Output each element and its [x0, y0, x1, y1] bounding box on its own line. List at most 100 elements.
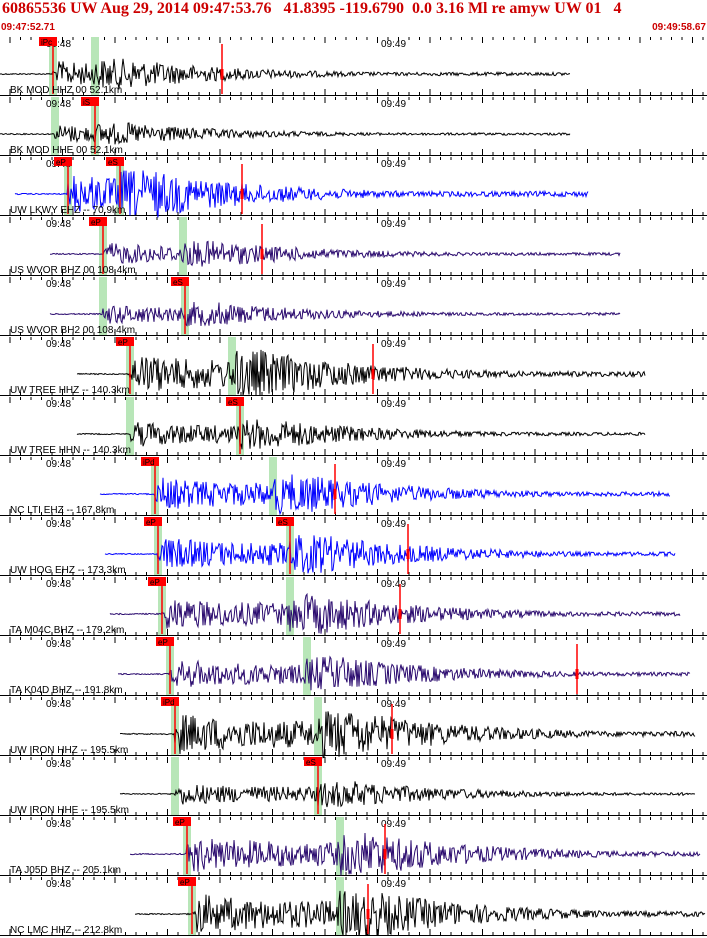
seismogram-panel[interactable]: 09:48 09:49 eP UW TREE HHZ -- 140.3km [0, 337, 707, 396]
pick-marker[interactable] [178, 877, 196, 886]
seismogram-panel[interactable]: 09:48 09:49 iPd UW IRON HHZ -- 195.5km [0, 697, 707, 759]
station-label: UW LKWY EHZ -- 70.9km [10, 205, 125, 216]
seismogram-panels[interactable]: 09:48 09:49 iPc BK MOD HHZ 00 52.1km 09:48 09… [0, 36, 707, 938]
waveform-trace [14, 170, 589, 218]
pick-marker[interactable] [304, 757, 322, 766]
pick-marker[interactable] [171, 277, 189, 286]
waveform-trace [119, 711, 696, 759]
time-label-0948: 09:48 [46, 399, 71, 410]
seismogram-panel[interactable]: 09:48 09:49 eP NC LMC HHZ -- 212.8km [0, 877, 707, 936]
station-label: UW IRON HHZ -- 195.5km [10, 745, 128, 756]
pick-marker[interactable] [226, 397, 244, 406]
pick-label: eP [150, 578, 160, 587]
time-label-0949: 09:49 [381, 339, 406, 350]
seismogram-panel[interactable]: 09:48 09:49 eS UW IRON HHE -- 195.5km [0, 757, 707, 816]
time-label-0948: 09:48 [46, 39, 71, 50]
station-label: TA J05D BHZ -- 205.1km [10, 865, 121, 876]
coda-marker-box [333, 489, 337, 499]
waveform-trace [49, 301, 621, 327]
seismogram-panel[interactable]: 09:48 09:49 eP TA J05D BHZ -- 205.1km [0, 817, 707, 876]
pick-marker[interactable] [39, 37, 57, 46]
time-label-0948: 09:48 [46, 99, 71, 110]
time-label-0949: 09:49 [381, 39, 406, 50]
pick-marker[interactable] [148, 577, 166, 586]
waveform-trace [99, 474, 671, 516]
time-label-0949: 09:49 [381, 219, 406, 230]
waveform-trace [76, 419, 646, 450]
pick-marker[interactable] [89, 217, 107, 226]
pick-label: iPd [143, 458, 155, 467]
pick-label: eP [118, 338, 128, 347]
pick-marker[interactable] [161, 697, 179, 706]
time-label-0949: 09:49 [381, 519, 406, 530]
time-label-0948: 09:48 [46, 219, 71, 230]
pick-label: iPc [41, 38, 52, 47]
coda-marker-box [371, 369, 375, 379]
seismogram-panel[interactable]: 09:48 09:49 eP TA M04C BHZ -- 179.2km [0, 577, 707, 636]
seismogram-panel[interactable]: 09:48 09:49 iS BK MOD HHE 00 52.1km [0, 97, 707, 156]
start-time: 09:47:52.71 [1, 22, 55, 33]
seismogram-panel[interactable]: 09:48 09:49 eP US WVOR BHZ 00 108.4km [0, 217, 707, 276]
seismogram-panel[interactable]: 09:48 09:49 eS UW TREE HHN -- 140.3km [0, 397, 707, 456]
time-label-0949: 09:49 [381, 879, 406, 890]
waveform-trace [129, 832, 701, 876]
pick-label: eP [56, 158, 66, 167]
pick-window [126, 397, 134, 455]
pick-marker[interactable] [144, 517, 162, 526]
waveform-trace [117, 655, 691, 691]
station-label: TA K04D BHZ -- 191.8km [10, 685, 123, 696]
coda-marker-box [383, 849, 387, 859]
pick-label: eP [91, 218, 101, 227]
pick-label: iS [83, 98, 90, 107]
end-time: 09:49:58.67 [652, 22, 706, 33]
waveform-trace [109, 592, 681, 634]
seismogram-panel[interactable]: 09:48 09:49 iPc BK MOD HHZ 00 52.1km [0, 37, 707, 96]
time-label-0949: 09:49 [381, 99, 406, 110]
pick-marker[interactable] [276, 517, 294, 526]
pick-marker[interactable] [141, 457, 159, 466]
coda-marker-box [398, 609, 402, 619]
waveform-trace [49, 240, 621, 267]
seismogram-panel[interactable]: 09:48 09:49 iPd NC LTI EHZ -- 167.8km [0, 457, 707, 516]
waveform-trace [119, 781, 696, 808]
station-label: US WVOR BHZ 00 108.4km [10, 265, 136, 276]
time-label-0948: 09:48 [46, 519, 71, 530]
pick-marker[interactable] [106, 157, 124, 166]
seismogram-panel[interactable]: 09:48 09:49 eS US WVOR BH2 00 108.4km [0, 277, 707, 336]
pick-window [171, 757, 179, 815]
pick-label: eP [180, 878, 190, 887]
seismogram-panel[interactable]: 09:48 09:49 eP eS UW HOG EHZ -- 173.3km [0, 517, 707, 576]
coda-marker-box [406, 549, 410, 559]
pick-window [228, 337, 236, 395]
station-label: BK MOD HHE 00 52.1km [10, 145, 123, 156]
pick-marker[interactable] [81, 97, 99, 106]
time-label-0948: 09:48 [46, 459, 71, 470]
time-label-0949: 09:49 [381, 759, 406, 770]
station-label: UW TREE HHN -- 140.3km [10, 445, 131, 456]
waveform-trace [134, 890, 706, 936]
pick-marker[interactable] [173, 817, 191, 826]
time-label-0949: 09:49 [381, 699, 406, 710]
pick-label: eP [175, 818, 185, 827]
time-label-0948: 09:48 [46, 699, 71, 710]
time-label-0949: 09:49 [381, 819, 406, 830]
pick-label: eS [173, 278, 183, 287]
pick-marker[interactable] [116, 337, 134, 346]
pick-window [99, 277, 107, 335]
pick-label: eS [306, 758, 316, 767]
time-label-0949: 09:49 [381, 159, 406, 170]
pick-label: eS [108, 158, 118, 167]
time-label-0948: 09:48 [46, 819, 71, 830]
pick-window [179, 217, 187, 275]
waveform-trace [104, 535, 676, 574]
pick-marker[interactable] [156, 637, 174, 646]
coda-marker-box [240, 189, 244, 199]
pick-marker[interactable] [54, 157, 72, 166]
event-header: 60865536 UW Aug 29, 2014 09:47:53.76 41.… [0, 0, 707, 36]
pick-window [314, 697, 322, 755]
time-label-0949: 09:49 [381, 579, 406, 590]
seismogram-panel[interactable]: 09:48 09:49 eP TA K04D BHZ -- 191.8km [0, 637, 707, 696]
time-label-0948: 09:48 [46, 759, 71, 770]
